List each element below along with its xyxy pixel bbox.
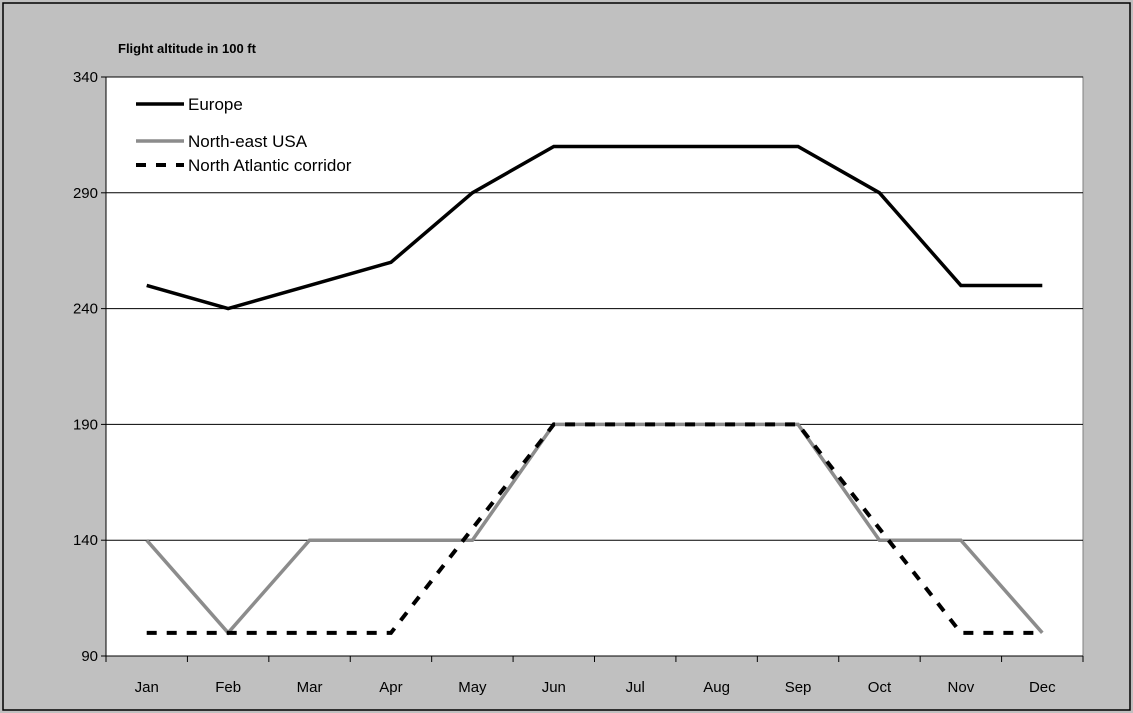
legend-label: Europe — [188, 95, 243, 114]
series-line-europe — [146, 144, 1043, 311]
x-tick-label: Oct — [868, 679, 892, 696]
y-tick-label: 340 — [73, 69, 98, 86]
x-tick-label: Nov — [948, 679, 975, 696]
x-tick-label: Feb — [215, 679, 241, 696]
series-line-north-atlantic-corridor — [146, 422, 1043, 635]
x-tick-label: Jun — [542, 679, 566, 696]
y-tick-label: 140 — [73, 532, 98, 549]
legend-label: North-east USA — [188, 132, 308, 151]
x-tick-label: Sep — [785, 679, 812, 696]
x-tick-label: Jan — [135, 679, 159, 696]
y-tick-label: 290 — [73, 185, 98, 202]
chart-title: Flight altitude in 100 ft — [118, 41, 257, 56]
y-tick-label: 240 — [73, 301, 98, 318]
plot-area — [105, 76, 1084, 657]
x-tick-label: Aug — [703, 679, 730, 696]
series-layer — [145, 144, 1044, 636]
y-tick-label: 90 — [81, 648, 98, 665]
plot-background — [105, 76, 1084, 657]
x-tick-label: Mar — [297, 679, 323, 696]
legend-label: North Atlantic corridor — [188, 156, 352, 175]
x-tick-label: Dec — [1029, 679, 1056, 696]
x-tick-label: May — [458, 679, 487, 696]
x-tick-label: Apr — [379, 679, 402, 696]
axes: 90 140 190 240 290 340 Jan Feb Mar Apr May Jun Jul Au… — [73, 69, 1084, 696]
x-tick-label: Jul — [626, 679, 645, 696]
y-tick-label: 190 — [73, 416, 98, 433]
legend: Europe North-east USA North Atlantic corri… — [136, 95, 352, 175]
